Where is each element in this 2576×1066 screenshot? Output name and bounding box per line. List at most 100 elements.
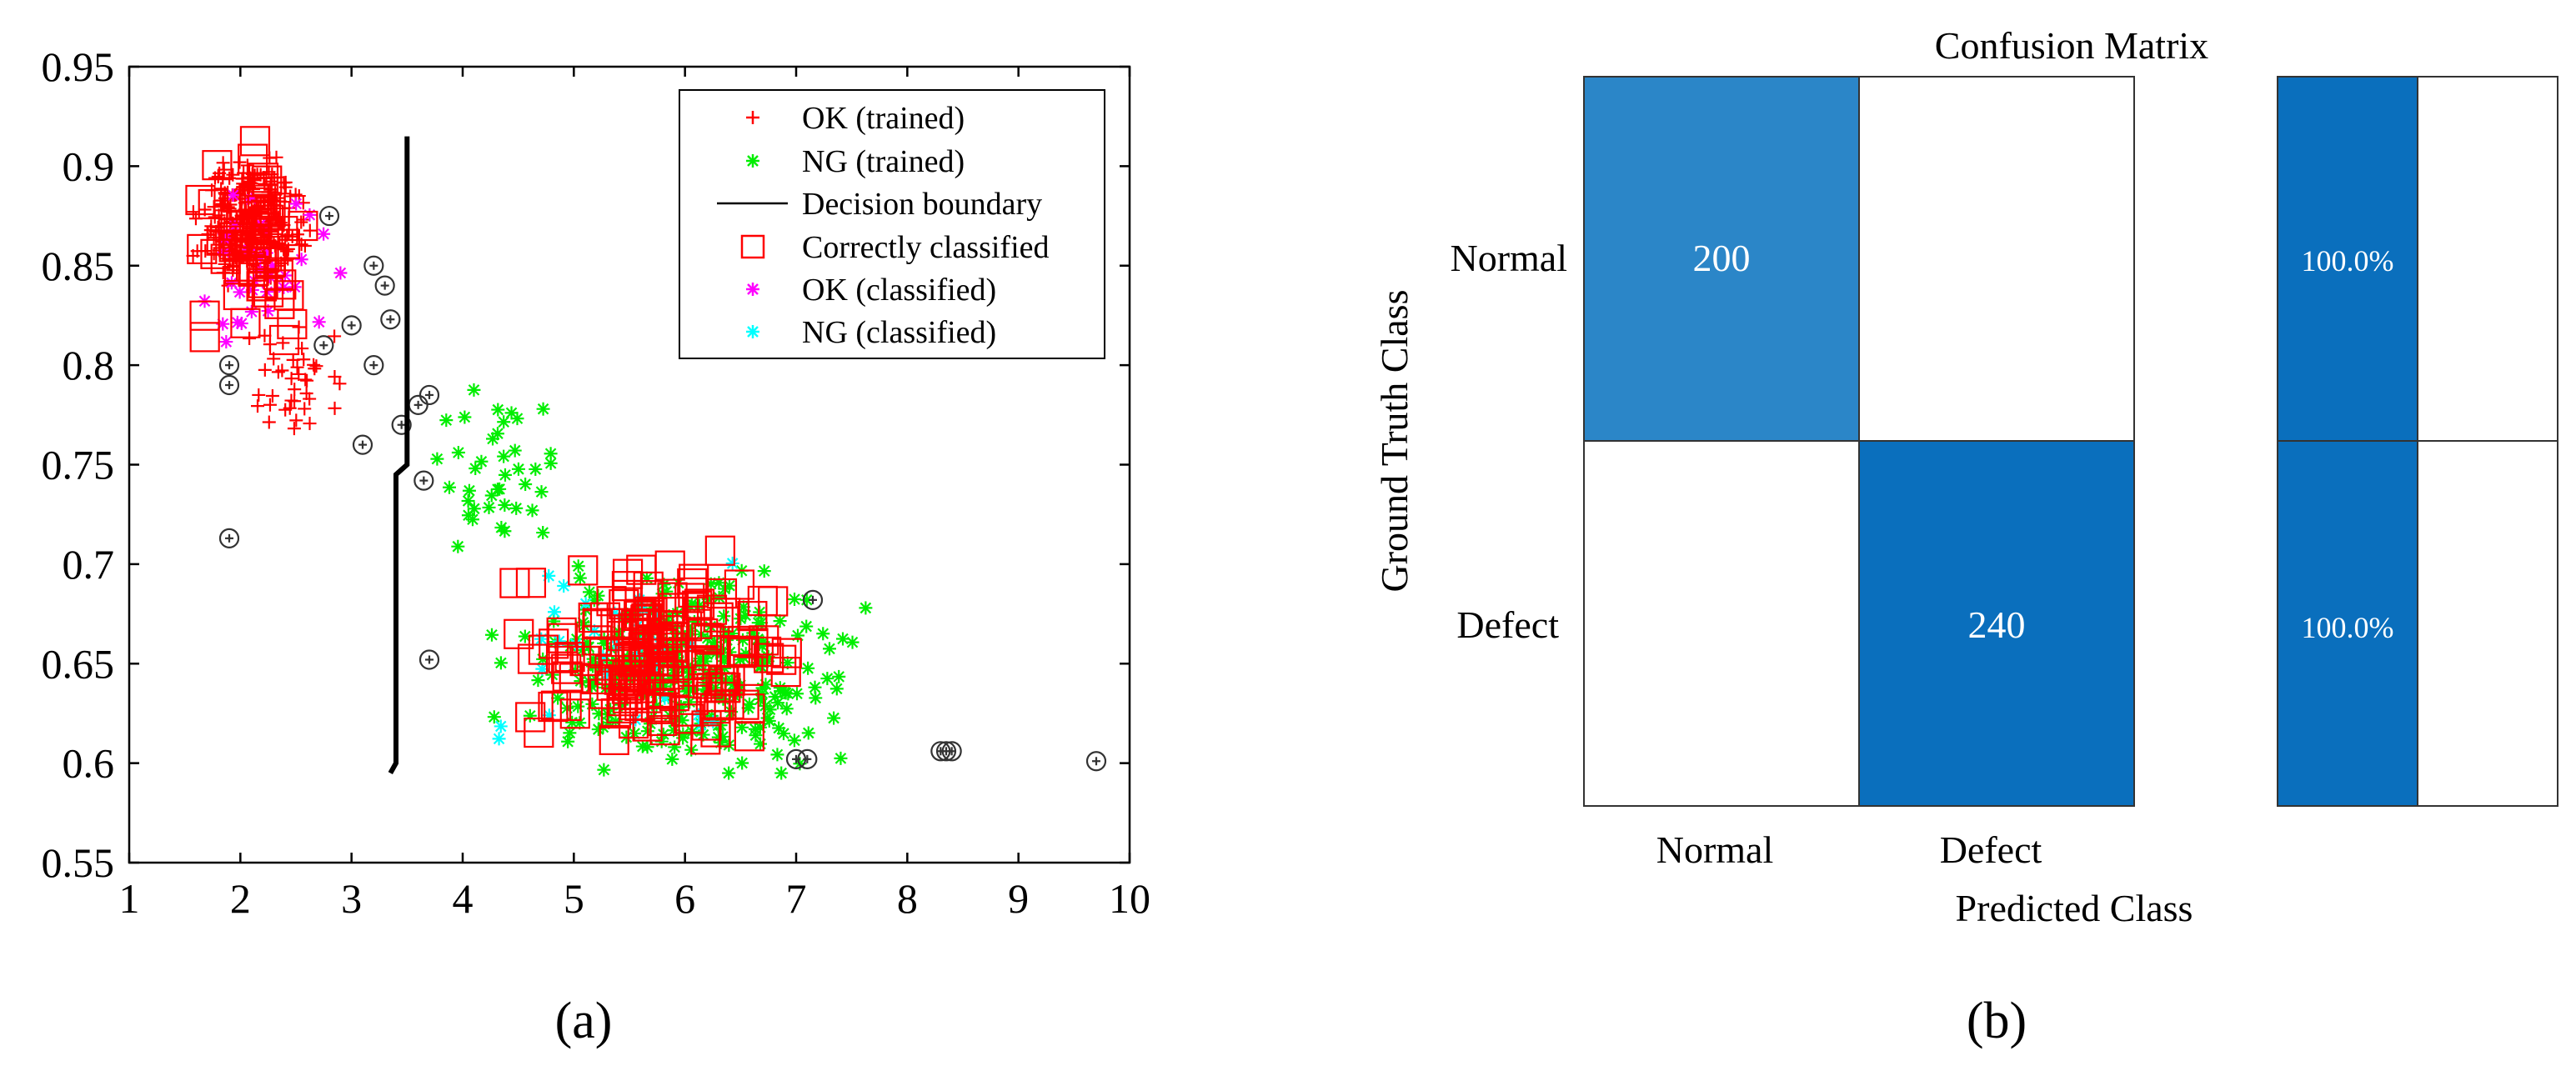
misclassified-point	[797, 748, 818, 769]
ng-trained-point	[430, 452, 444, 466]
correctly-classified-point	[704, 690, 734, 721]
ok-trained-point	[226, 168, 240, 182]
star-marker-icon	[746, 154, 759, 168]
ok-trained-point	[328, 370, 342, 384]
ok-trained-point	[283, 401, 297, 415]
ng-trained-point	[790, 687, 804, 701]
correctly-classified-point	[631, 603, 662, 634]
correctly-classified-point	[236, 251, 267, 282]
ng-trained-point	[604, 703, 618, 717]
correctly-classified-point	[596, 586, 627, 617]
ok-trained-point	[298, 239, 312, 253]
ng-trained-point	[498, 524, 512, 538]
correctly-classified-point	[729, 635, 759, 666]
correctly-classified-point	[277, 308, 308, 340]
correctly-classified-point	[198, 188, 228, 220]
legend-label-correctly-classified: Correctly classified	[802, 230, 1050, 265]
ng-trained-point	[763, 703, 777, 717]
ok-classified-point	[317, 227, 331, 241]
correctly-classified-point	[581, 663, 612, 695]
ng-trained-point	[519, 478, 533, 492]
ng-trained-point	[774, 766, 789, 780]
legend-box	[679, 89, 1105, 359]
correctly-classified-point	[230, 308, 261, 338]
ok-trained-point	[186, 205, 200, 219]
correctly-classified-point	[674, 703, 704, 734]
correctly-classified-point	[728, 636, 759, 668]
confusion-matrix-panel: Confusion Matrix 200 240 100.0% 100.0% N…	[1373, 24, 2558, 1049]
ok-trained-point	[298, 373, 313, 387]
ng-trained-point	[859, 601, 873, 615]
correctly-classified-point	[606, 693, 637, 723]
correctly-classified-point	[600, 608, 631, 638]
ng-trained-point	[509, 501, 524, 515]
y-tick-label: 0.9	[63, 143, 115, 189]
ng-trained-point	[461, 493, 475, 508]
x-tick-label: 9	[1008, 875, 1029, 922]
cm-cell-normal-defect	[1858, 76, 2135, 442]
legend-item-ok-classified: OK (classified)	[746, 273, 996, 308]
correctly-classified-point	[704, 535, 735, 566]
correctly-classified-point	[649, 715, 680, 746]
ok-trained-point	[289, 413, 303, 428]
correctly-classified-point	[185, 184, 216, 216]
x-tick-label: 10	[1109, 875, 1150, 922]
ok-trained-point	[263, 398, 277, 412]
ok-trained-point	[265, 177, 279, 191]
ok-trained-point	[214, 182, 228, 196]
ng-trained-point	[498, 498, 512, 512]
square-marker-icon	[740, 234, 765, 259]
misclassified-point	[218, 355, 240, 376]
ng-trained-point	[779, 686, 793, 700]
scatter-marks	[185, 126, 1107, 780]
x-tick-label: 1	[119, 875, 140, 922]
ng-trained-point	[712, 590, 726, 604]
ok-trained-point	[288, 383, 302, 397]
y-tick-label: 0.75	[42, 442, 115, 488]
misclassified-point	[418, 384, 440, 406]
ok-trained-point	[308, 362, 322, 376]
ok-trained-point	[253, 168, 268, 182]
ng-trained-point	[749, 728, 763, 743]
correctly-classified-point	[771, 638, 802, 668]
ng-trained-point	[469, 462, 483, 476]
correctly-classified-point	[246, 271, 278, 302]
correctly-classified-point	[684, 588, 715, 619]
correctly-classified-point	[647, 705, 678, 737]
misclassified-point	[1085, 751, 1107, 772]
row-summary-grid: 100.0% 100.0%	[2277, 76, 2558, 807]
panel-b-label: (b)	[1967, 993, 2027, 1049]
correctly-classified-point	[189, 300, 220, 331]
row-summary-cell-defect-blank	[2417, 440, 2558, 807]
ok-trained-point	[333, 377, 347, 391]
ng-trained-point	[820, 672, 834, 686]
correctly-classified-point	[499, 568, 530, 598]
ng-trained-point	[735, 756, 749, 770]
row-summary-cell-defect	[2277, 440, 2418, 807]
ng-trained-point	[832, 669, 846, 683]
cm-cell-defect-normal	[1583, 440, 1860, 807]
ng-trained-point	[498, 468, 512, 482]
x-tick-label: 6	[674, 875, 695, 922]
ok-trained-point	[299, 386, 313, 400]
confusion-matrix-title: Confusion Matrix	[1935, 24, 2208, 67]
row-label-normal: Normal	[1450, 237, 1567, 279]
misclassified-point	[391, 414, 412, 435]
ng-trained-point	[801, 661, 815, 675]
ng-trained-point	[845, 635, 860, 649]
ok-classified-point	[219, 335, 233, 349]
ng-trained-point	[494, 656, 508, 670]
ok-trained-point	[211, 220, 225, 234]
correctly-classified-point	[200, 238, 231, 269]
ng-trained-point	[529, 462, 543, 476]
correctly-classified-point	[547, 623, 579, 653]
ok-trained-point	[286, 353, 300, 367]
ng-trained-point	[561, 734, 575, 748]
y-tick-label: 0.95	[42, 43, 115, 90]
ng-classified-point	[725, 556, 739, 570]
y-tick-label: 0.6	[63, 740, 115, 787]
correctly-classified-point	[554, 641, 585, 673]
ng-trained-point	[571, 559, 585, 573]
correctly-classified-point	[738, 628, 769, 658]
legend-item-correctly-classified: Correctly classified	[740, 230, 1050, 265]
